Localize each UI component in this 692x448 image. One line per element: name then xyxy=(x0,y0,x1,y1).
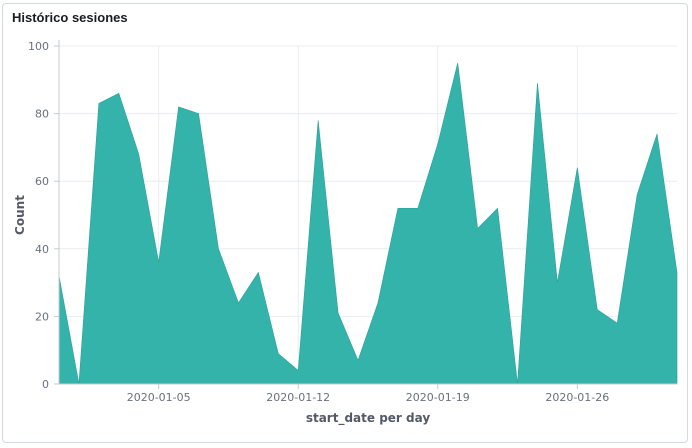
y-tick-label: 20 xyxy=(35,310,49,323)
series-area[interactable] xyxy=(58,62,678,385)
area-series-fill[interactable] xyxy=(58,62,678,385)
y-axis-ticks: 0 20 40 60 80 100 xyxy=(28,40,59,391)
axes xyxy=(58,40,677,385)
panel-title: Histórico sesiones xyxy=(12,10,128,25)
y-tick-label: 60 xyxy=(35,175,49,188)
x-axis-title: start_date per day xyxy=(306,411,431,426)
x-axis-ticks: 2020-01-05 2020-01-12 2020-01-19 2020-01-26 xyxy=(127,384,609,404)
y-tick-label: 40 xyxy=(35,243,49,256)
y-tick-label: 100 xyxy=(28,40,49,53)
x-tick-label: 2020-01-05 xyxy=(127,391,191,404)
y-tick-label: 0 xyxy=(42,378,49,391)
x-tick-label: 2020-01-12 xyxy=(266,391,330,404)
y-axis-title: Count xyxy=(13,195,27,235)
y-tick-label: 80 xyxy=(35,108,49,121)
x-tick-label: 2020-01-26 xyxy=(545,391,609,404)
x-tick-label: 2020-01-19 xyxy=(406,391,470,404)
